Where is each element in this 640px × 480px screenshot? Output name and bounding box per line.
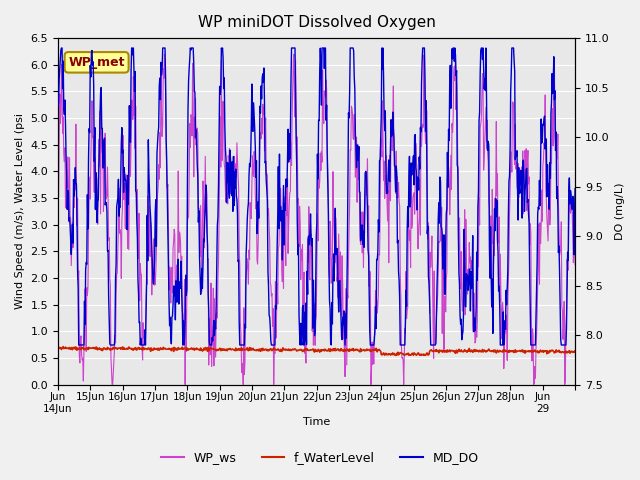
Title: WP miniDOT Dissolved Oxygen: WP miniDOT Dissolved Oxygen <box>198 15 435 30</box>
f_WaterLevel <box>424 350 431 356</box>
f_WaterLevel <box>572 349 579 355</box>
MD_DO <box>502 326 509 332</box>
WP_ws <box>108 382 116 387</box>
WP_ws <box>111 332 119 338</box>
Y-axis label: Wind Speed (m/s), Water Level (psi: Wind Speed (m/s), Water Level (psi <box>15 113 25 309</box>
WP_ws <box>502 329 509 335</box>
WP_ws <box>424 182 431 188</box>
MD_DO <box>445 126 452 132</box>
f_WaterLevel <box>60 344 67 349</box>
Line: MD_DO: MD_DO <box>58 48 575 345</box>
Y-axis label: DO (mg/L): DO (mg/L) <box>615 182 625 240</box>
f_WaterLevel <box>54 345 62 351</box>
f_WaterLevel <box>189 346 197 351</box>
MD_DO <box>54 103 62 109</box>
f_WaterLevel <box>111 346 119 351</box>
Line: f_WaterLevel: f_WaterLevel <box>58 347 575 355</box>
Legend: WP_ws, f_WaterLevel, MD_DO: WP_ws, f_WaterLevel, MD_DO <box>156 446 484 469</box>
MD_DO <box>112 275 120 281</box>
Line: WP_ws: WP_ws <box>58 54 575 384</box>
MD_DO <box>276 216 284 222</box>
f_WaterLevel <box>276 348 284 354</box>
WP_ws <box>54 208 62 214</box>
WP_ws <box>190 174 198 180</box>
f_WaterLevel <box>391 352 399 358</box>
f_WaterLevel <box>502 348 509 353</box>
MD_DO <box>58 45 65 51</box>
WP_ws <box>572 262 579 267</box>
MD_DO <box>572 186 579 192</box>
WP_ws <box>161 51 168 57</box>
MD_DO <box>75 342 83 348</box>
f_WaterLevel <box>445 348 452 354</box>
WP_ws <box>445 164 452 170</box>
X-axis label: Time: Time <box>303 417 330 427</box>
MD_DO <box>424 231 431 237</box>
WP_ws <box>276 218 284 224</box>
MD_DO <box>190 61 198 67</box>
Text: WP_met: WP_met <box>68 56 125 69</box>
